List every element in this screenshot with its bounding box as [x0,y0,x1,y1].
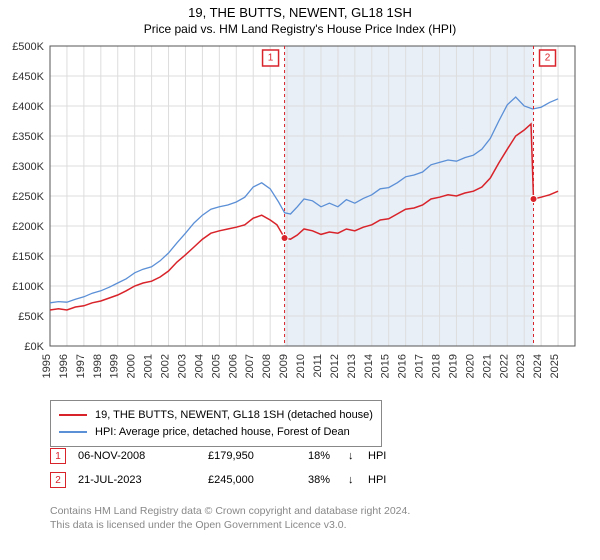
data-attribution: Contains HM Land Registry data © Crown c… [50,504,410,532]
svg-text:2004: 2004 [193,354,205,378]
svg-text:2022: 2022 [498,354,510,378]
event-price: £245,000 [208,474,308,486]
svg-text:£200K: £200K [12,221,44,233]
svg-text:2018: 2018 [431,354,443,378]
svg-text:£400K: £400K [12,101,44,113]
svg-text:2023: 2023 [515,354,527,378]
svg-text:2013: 2013 [346,354,358,378]
svg-text:2005: 2005 [210,354,222,378]
legend-label: 19, THE BUTTS, NEWENT, GL18 1SH (detache… [95,407,373,424]
event-marker-box: 2 [50,472,66,488]
svg-text:£0K: £0K [24,341,44,353]
svg-text:1999: 1999 [109,354,121,378]
svg-text:2012: 2012 [329,354,341,378]
event-price: £179,950 [208,450,308,462]
svg-text:2020: 2020 [464,354,476,378]
svg-text:2006: 2006 [227,354,239,378]
svg-text:1: 1 [268,53,274,64]
svg-text:2017: 2017 [414,354,426,378]
svg-text:2015: 2015 [380,354,392,378]
svg-text:2010: 2010 [295,354,307,378]
event-row-2: 2 21-JUL-2023£245,00038%↓HPI [50,472,408,488]
svg-text:2019: 2019 [447,354,459,378]
svg-text:£450K: £450K [12,71,44,83]
svg-text:£150K: £150K [12,251,44,263]
legend-swatch [59,431,87,433]
event-row-1: 1 06-NOV-2008£179,95018%↓HPI [50,448,408,464]
event-arrow: ↓ [348,450,368,462]
svg-text:2016: 2016 [397,354,409,378]
footer-line-2: This data is licensed under the Open Gov… [50,518,410,532]
svg-text:2000: 2000 [126,354,138,378]
svg-text:2: 2 [545,53,551,64]
svg-text:1997: 1997 [75,354,87,378]
svg-text:£350K: £350K [12,131,44,143]
event-arrow: ↓ [348,474,368,486]
svg-text:£300K: £300K [12,161,44,173]
event-ref: HPI [368,474,408,486]
event-pct: 38% [308,474,348,486]
svg-text:£50K: £50K [18,311,44,323]
svg-text:2007: 2007 [244,354,256,378]
legend-label: HPI: Average price, detached house, Fore… [95,424,350,441]
svg-text:2025: 2025 [549,354,561,378]
svg-text:1998: 1998 [92,354,104,378]
svg-text:£250K: £250K [12,191,44,203]
svg-text:2021: 2021 [481,354,493,378]
svg-text:2001: 2001 [143,354,155,378]
legend-item-1: HPI: Average price, detached house, Fore… [59,424,373,441]
svg-text:2003: 2003 [176,354,188,378]
legend-item-0: 19, THE BUTTS, NEWENT, GL18 1SH (detache… [59,407,373,424]
event-date: 21-JUL-2023 [78,474,208,486]
event-ref: HPI [368,450,408,462]
svg-text:1995: 1995 [41,354,53,378]
svg-text:£100K: £100K [12,281,44,293]
svg-text:1996: 1996 [58,354,70,378]
svg-text:2011: 2011 [312,354,324,378]
event-date: 06-NOV-2008 [78,450,208,462]
legend-swatch [59,414,87,416]
svg-text:2009: 2009 [278,354,290,378]
svg-text:2024: 2024 [532,354,544,378]
event-marker-box: 1 [50,448,66,464]
svg-text:2014: 2014 [363,354,375,378]
svg-text:2008: 2008 [261,354,273,378]
svg-text:£500K: £500K [12,41,44,53]
footer-line-1: Contains HM Land Registry data © Crown c… [50,504,410,518]
chart-area: £0K £50K £100K £150K £200K £250K £300K £350K £40… [0,0,600,396]
event-pct: 18% [308,450,348,462]
legend: 19, THE BUTTS, NEWENT, GL18 1SH (detache… [50,400,382,447]
svg-text:2002: 2002 [160,354,172,378]
